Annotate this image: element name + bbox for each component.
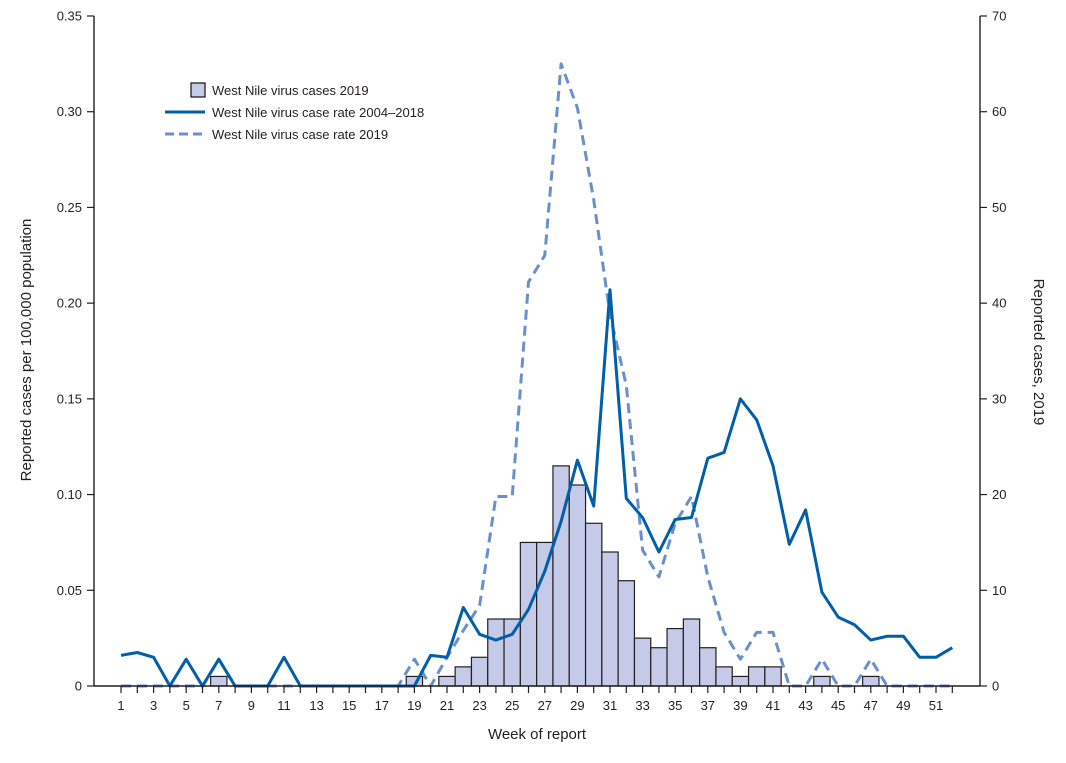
bar-week-41: [764, 666, 782, 687]
legend-label-rate-2004-2018: West Nile virus case rate 2004–2018: [212, 105, 424, 120]
x-tick-label: 43: [798, 698, 812, 713]
line-series-group: [120, 62, 954, 688]
x-tick-label: 17: [375, 698, 389, 713]
y-right-tick-label: 30: [992, 391, 1006, 406]
bar-week-37: [699, 647, 717, 687]
bar-week-29: [568, 484, 587, 687]
legend: West Nile virus cases 2019 West Nile vir…: [165, 82, 424, 142]
bar-week-35: [666, 627, 684, 687]
bar-week-44: [813, 675, 831, 687]
bar-week-21: [438, 675, 456, 687]
y-left-tick-label: 0.05: [57, 583, 82, 598]
x-tick-label: 13: [309, 698, 323, 713]
legend-label-rate-2019: West Nile virus case rate 2019: [212, 127, 388, 142]
bar-week-33: [633, 637, 652, 687]
x-tick-label: 45: [831, 698, 845, 713]
bar-week-34: [650, 647, 668, 687]
legend-swatch-cases-2019: [190, 82, 206, 98]
x-tick-label: 33: [635, 698, 649, 713]
x-tick-label: 31: [603, 698, 617, 713]
x-tick-label: 35: [668, 698, 682, 713]
x-tick-label: 41: [766, 698, 780, 713]
x-tick-label: 5: [183, 698, 190, 713]
x-tick-label: 19: [407, 698, 421, 713]
x-axis-title: Week of report: [488, 726, 587, 743]
y-left-tick-label: 0.20: [57, 296, 82, 311]
y-left-tick-label: 0.30: [57, 104, 82, 119]
x-tick-label: 11: [277, 698, 291, 713]
x-tick-label: 9: [248, 698, 255, 713]
legend-label-cases-2019: West Nile virus cases 2019: [212, 83, 369, 98]
bar-week-47: [862, 675, 880, 687]
y-right-tick-label: 20: [992, 487, 1006, 502]
y-right-tick-label: 70: [992, 9, 1006, 24]
x-tick-label: 1: [117, 698, 124, 713]
y-left-tick-label: 0.25: [57, 200, 82, 215]
x-tick-label: 15: [342, 698, 356, 713]
bar-week-23: [470, 656, 489, 687]
y-right-tick-label: 60: [992, 104, 1006, 119]
axes-group: [87, 15, 987, 693]
y-axis-left-title: Reported cases per 100,000 population: [18, 219, 35, 482]
y-right-tick-label: 50: [992, 200, 1006, 215]
bar-week-22: [454, 666, 473, 687]
bar-week-27: [536, 541, 554, 687]
bar-week-36: [682, 618, 701, 687]
bar-week-32: [617, 580, 636, 687]
y-left-tick-label: 0: [75, 679, 82, 694]
y-left-tick-label: 0.35: [57, 9, 82, 24]
x-tick-label: 47: [864, 698, 878, 713]
bar-week-40: [747, 666, 766, 687]
bar-week-30: [584, 522, 603, 687]
y-left-tick-label: 0.15: [57, 391, 82, 406]
x-tick-label: 21: [440, 698, 454, 713]
y-left-tick-label: 0.10: [57, 487, 82, 502]
x-tick-label: 7: [215, 698, 222, 713]
tick-labels-group: 0 0.05 0.10 0.15 0.20 0.25 0.30 0.35 0 10 20 30 40 50…: [57, 9, 1007, 714]
x-tick-label: 37: [701, 698, 715, 713]
x-tick-label: 25: [505, 698, 519, 713]
y-right-tick-label: 10: [992, 583, 1006, 598]
bar-week-7: [210, 675, 228, 687]
bar-week-25: [503, 618, 521, 687]
bar-week-31: [601, 551, 619, 687]
x-tick-label: 49: [896, 698, 910, 713]
y-axis-right-title: Reported cases, 2019: [1030, 279, 1047, 426]
bar-week-24: [487, 618, 505, 687]
x-tick-label: 3: [150, 698, 157, 713]
y-right-tick-label: 0: [992, 679, 999, 694]
bar-week-39: [731, 675, 750, 687]
x-tick-label: 51: [929, 698, 943, 713]
x-tick-label: 39: [733, 698, 747, 713]
x-tick-label: 27: [538, 698, 552, 713]
bar-week-26: [519, 541, 538, 687]
x-tick-label: 23: [472, 698, 486, 713]
x-tick-label: 29: [570, 698, 584, 713]
bar-week-38: [715, 666, 733, 687]
y-right-tick-label: 40: [992, 296, 1006, 311]
